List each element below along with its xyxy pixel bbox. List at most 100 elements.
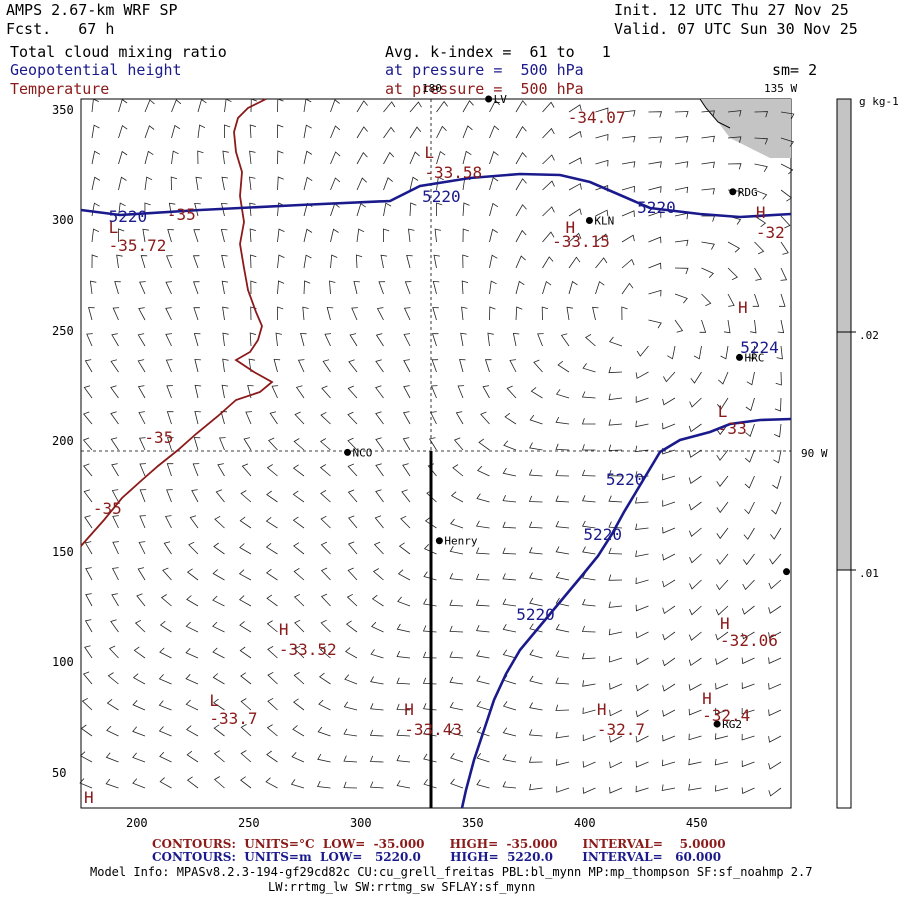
wind-barb xyxy=(138,307,146,321)
wind-barb xyxy=(112,307,120,321)
wind-barb xyxy=(714,758,729,766)
wind-barb xyxy=(754,215,767,228)
wind-barb xyxy=(689,605,702,616)
wind-barb xyxy=(268,437,278,451)
wind-barb xyxy=(568,157,582,165)
wind-barb xyxy=(166,385,173,399)
temperature-label: -32.7 xyxy=(596,719,646,739)
wind-barb xyxy=(555,731,570,739)
wind-barb xyxy=(595,209,609,217)
wind-barb xyxy=(197,150,204,165)
wind-barb xyxy=(780,163,794,175)
wind-barb xyxy=(476,779,490,789)
wind-barb xyxy=(269,411,278,425)
wind-barb xyxy=(744,449,755,463)
wind-barb xyxy=(83,489,93,503)
wind-barb xyxy=(89,280,97,295)
wind-barb xyxy=(166,489,173,503)
wind-barb xyxy=(320,411,331,425)
wind-barb xyxy=(159,620,172,633)
wind-barb xyxy=(345,647,358,659)
wind-barb xyxy=(752,293,760,307)
wind-barb xyxy=(476,701,490,711)
wind-barb xyxy=(515,178,527,191)
wind-barb xyxy=(106,698,119,711)
wind-barb xyxy=(273,358,281,373)
wind-barb xyxy=(373,541,384,555)
wind-barb xyxy=(356,100,368,113)
wind-barb xyxy=(529,675,543,685)
wind-barb xyxy=(347,463,358,477)
wind-barb xyxy=(247,384,254,399)
wind-barb xyxy=(409,126,422,139)
wind-barb xyxy=(212,569,225,581)
x-tick-label: 450 xyxy=(685,816,708,830)
k-index-label: Avg. k-index = 61 to 1 xyxy=(385,43,611,61)
wind-barb xyxy=(648,319,662,329)
wind-barb xyxy=(158,674,172,685)
wind-barb xyxy=(621,282,634,295)
wind-barb xyxy=(727,293,735,307)
wind-barb xyxy=(319,464,331,477)
wind-barb xyxy=(267,646,278,659)
wind-barb xyxy=(555,495,570,503)
wind-barb xyxy=(542,256,554,269)
wind-barb xyxy=(241,463,252,477)
wind-barb xyxy=(634,497,649,504)
wind-barb xyxy=(369,729,384,737)
station-label: RDG xyxy=(738,186,758,199)
wind-barb xyxy=(556,786,570,793)
wind-barb xyxy=(780,137,795,147)
wind-barb xyxy=(662,422,676,430)
wind-barb xyxy=(693,345,702,360)
wind-barb xyxy=(266,490,278,503)
wind-barb xyxy=(662,657,676,667)
wind-barb xyxy=(424,516,437,529)
wind-barb xyxy=(489,99,500,113)
wind-barb xyxy=(266,620,278,633)
wind-barb xyxy=(186,750,199,763)
wind-barb xyxy=(132,673,146,685)
wind-barb xyxy=(529,414,543,425)
station-dot xyxy=(344,448,352,456)
station-dot xyxy=(713,720,721,728)
temperature-label: -34.07 xyxy=(567,107,626,127)
wind-barb xyxy=(222,358,229,373)
wind-barb xyxy=(476,675,490,685)
wind-barb xyxy=(674,239,689,247)
wind-barb xyxy=(164,515,172,529)
colorbar-tick-label: .01 xyxy=(859,567,879,580)
wind-barb xyxy=(457,385,465,399)
wind-barb xyxy=(383,202,392,217)
wind-barb xyxy=(674,136,689,143)
wind-barb xyxy=(303,254,312,269)
wind-barb xyxy=(355,254,363,269)
wind-barb xyxy=(221,254,228,269)
wind-barb xyxy=(118,202,126,217)
wind-barb xyxy=(780,111,795,120)
wind-barb xyxy=(408,228,415,243)
wind-barb xyxy=(489,306,496,321)
wind-barb xyxy=(347,489,358,503)
wind-barb xyxy=(409,176,419,191)
wind-barb xyxy=(452,464,464,477)
y-tick-label: 50 xyxy=(52,765,67,780)
wind-barb xyxy=(144,176,153,191)
wind-barb xyxy=(608,366,623,374)
wind-barb xyxy=(132,726,146,737)
wind-barb xyxy=(329,280,336,295)
wind-barb xyxy=(221,176,228,191)
wind-barb xyxy=(542,101,555,113)
wind-barb xyxy=(555,704,570,711)
wind-barb xyxy=(159,751,172,763)
wind-barb xyxy=(250,280,257,295)
wind-barb xyxy=(674,267,689,275)
extremum-marker: H xyxy=(404,699,414,719)
y-tick-label: 150 xyxy=(52,544,74,559)
wind-barb xyxy=(194,384,202,399)
wind-barb xyxy=(727,241,741,253)
wind-barb xyxy=(212,647,225,659)
wind-barb xyxy=(750,319,757,334)
wind-barb xyxy=(249,332,257,347)
wind-barb xyxy=(475,520,490,529)
